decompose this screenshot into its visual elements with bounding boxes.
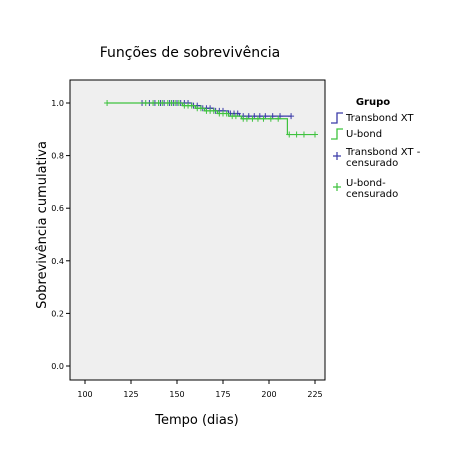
censor-mark-u-bond: [142, 100, 149, 106]
legend-swatch-u-bond-censurado: [333, 183, 341, 191]
censor-mark-u-bond: [159, 100, 166, 106]
x-axis: 100 125 150 175 200 225: [77, 380, 323, 399]
censor-mark-u-bond: [312, 131, 318, 138]
censor-mark-u-bond: [210, 107, 217, 114]
y-tick-label: 0.0: [51, 362, 64, 371]
x-tick-label: 175: [215, 390, 230, 399]
censor-mark-u-bond: [267, 115, 274, 122]
y-tick-label: 0.6: [51, 204, 64, 213]
x-tick-label: 125: [123, 390, 138, 399]
censor-mark-u-bond: [254, 115, 261, 122]
x-tick-label: 150: [169, 390, 184, 399]
censor-mark-u-bond: [197, 105, 204, 112]
censor-mark-u-bond: [243, 115, 250, 122]
chart-title: Funções de sobrevivência: [100, 45, 281, 61]
censor-mark-u-bond: [223, 110, 230, 117]
x-tick-label: 200: [261, 390, 276, 399]
censor-mark-u-bond: [232, 113, 239, 120]
censor-mark-u-bond: [150, 100, 157, 106]
censor-mark-u-bond: [275, 115, 282, 122]
plot-area: [69, 79, 326, 381]
censor-mark-u-bond: [300, 131, 307, 138]
y-axis: 0.0 0.2 0.4 0.6 0.8 1.0: [51, 99, 70, 371]
censor-mark-u-bond: [286, 131, 293, 138]
censor-mark-u-bond: [104, 100, 111, 106]
legend-swatch-transbond-xt: [331, 112, 343, 124]
series-layer: [104, 100, 318, 138]
x-tick-label: 100: [77, 390, 92, 399]
censor-mark-u-bond: [293, 131, 300, 138]
legend-title: Grupo: [356, 97, 390, 108]
x-axis-title: Tempo (dias): [154, 413, 238, 428]
legend-label-u-bond-censurado: U-bond-censurado: [346, 178, 398, 200]
y-tick-label: 0.2: [51, 309, 64, 318]
legend-label-transbond-xt: Transbond XT: [345, 113, 414, 124]
censor-mark-transbond-xt: [288, 113, 295, 120]
legend: Grupo Transbond XT U-bond Transbond XT -ce…: [331, 97, 421, 200]
legend-swatch-u-bond: [331, 128, 343, 140]
censor-mark-u-bond: [175, 100, 182, 106]
censor-mark-u-bond: [249, 115, 256, 122]
legend-label-u-bond: U-bond: [346, 129, 382, 140]
y-axis-title: Sobrevivência cumulativa: [35, 141, 50, 309]
legend-label-transbond-xt-censurado: Transbond XT -censurado: [345, 147, 421, 169]
censor-mark-u-bond: [188, 102, 195, 109]
y-tick-label: 1.0: [51, 99, 64, 108]
x-tick-label: 225: [307, 390, 322, 399]
censor-mark-u-bond: [260, 115, 267, 122]
legend-swatch-transbond-xt-censurado: [333, 152, 341, 160]
y-tick-label: 0.4: [51, 257, 64, 266]
y-tick-label: 0.8: [51, 152, 64, 161]
